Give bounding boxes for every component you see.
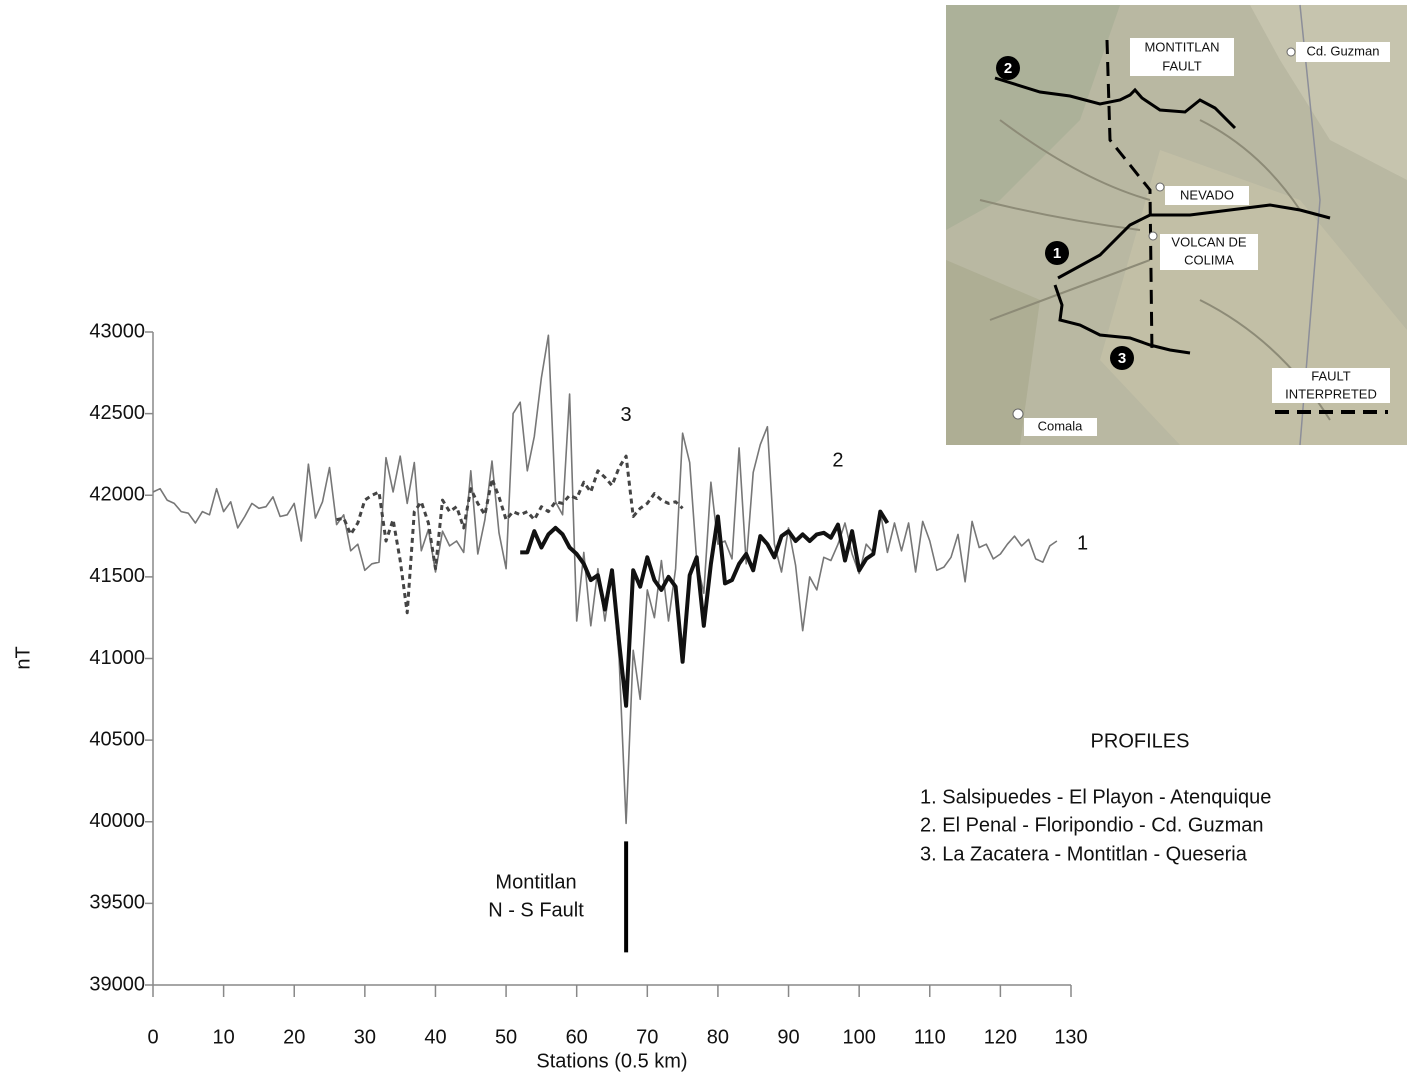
map-label: Comala: [1038, 418, 1084, 433]
map-label: Cd. Guzman: [1307, 43, 1380, 58]
map-label: VOLCAN DE: [1171, 234, 1246, 249]
x-tick-label: 0: [147, 1026, 158, 1048]
x-tick-label: 120: [984, 1026, 1017, 1048]
annotation: N - S Fault: [488, 899, 584, 921]
series-label: 2: [832, 450, 843, 472]
map-label: INTERPRETED: [1285, 386, 1377, 401]
legend-item: 1. Salsipuedes - El Playon - Atenquique: [920, 786, 1271, 808]
map-label: FAULT: [1162, 58, 1202, 73]
y-tick-label: 41500: [89, 565, 145, 587]
map-number: 3: [1118, 350, 1126, 367]
line-series: [153, 335, 1057, 823]
map-inset: 1 2 3 MONTITLAN FAULT Cd. Guzman NEVADO …: [946, 5, 1407, 445]
series-label: 3: [621, 404, 632, 426]
map-label: FAULT: [1311, 368, 1351, 383]
map-town: [1156, 183, 1164, 191]
map-marker-2: 2: [996, 56, 1020, 80]
y-tick-label: 40500: [89, 728, 145, 750]
x-tick-label: 90: [777, 1026, 799, 1048]
map-label: MONTITLAN: [1144, 39, 1219, 54]
y-tick-label: 42000: [89, 484, 145, 506]
x-tick-label: 10: [212, 1026, 234, 1048]
x-tick-label: 20: [283, 1026, 305, 1048]
line-series: [520, 512, 887, 706]
map-town: [1013, 409, 1023, 419]
y-tick-label: 39000: [89, 973, 145, 995]
map-label: NEVADO: [1180, 187, 1234, 202]
annotation: Montitlan: [495, 871, 576, 893]
y-tick-label: 41000: [89, 647, 145, 669]
y-tick-label: 40000: [89, 810, 145, 832]
y-tick-label: 39500: [89, 892, 145, 914]
y-tick-label: 43000: [89, 320, 145, 342]
map-town: [1149, 232, 1157, 240]
map-town: [1287, 48, 1295, 56]
chart: 1 2 3 MONTITLAN FAULT Cd. Guzman NEVADO …: [0, 0, 1413, 1074]
map-marker-1: 1: [1045, 241, 1069, 265]
x-tick-label: 40: [424, 1026, 446, 1048]
legend-title: PROFILES: [1091, 730, 1190, 752]
x-tick-label: 30: [354, 1026, 376, 1048]
x-tick-label: 110: [914, 1026, 946, 1048]
map-marker-3: 3: [1110, 346, 1134, 370]
legend-item: 3. La Zacatera - Montitlan - Queseria: [920, 843, 1248, 865]
legend-item: 2. El Penal - Floripondio - Cd. Guzman: [920, 814, 1264, 836]
x-tick-label: 80: [707, 1026, 729, 1048]
x-tick-label: 60: [566, 1026, 588, 1048]
y-axis-label: nT: [12, 646, 34, 669]
map-number: 2: [1004, 60, 1012, 77]
x-tick-label: 50: [495, 1026, 517, 1048]
x-tick-label: 100: [842, 1026, 875, 1048]
x-tick-label: 130: [1054, 1026, 1087, 1048]
y-tick-label: 42500: [89, 402, 145, 424]
x-tick-label: 70: [636, 1026, 658, 1048]
map-number: 1: [1053, 245, 1061, 262]
x-axis-label: Stations (0.5 km): [536, 1050, 687, 1072]
map-label: COLIMA: [1184, 252, 1234, 267]
series-label: 1: [1077, 533, 1088, 555]
